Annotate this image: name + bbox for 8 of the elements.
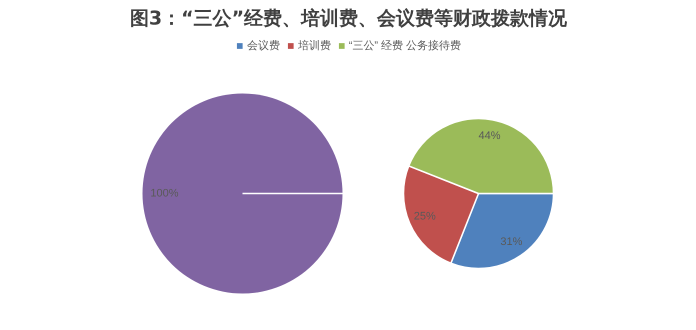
data-label: 25% xyxy=(414,210,436,223)
legend-label: “三公” 经费 公务接待费 xyxy=(348,38,462,53)
legend-label: 培训费 xyxy=(298,38,331,53)
data-label: 31% xyxy=(500,236,523,248)
chart-title: 图3：“三公”经费、培训费、会议费等财政拨款情况 xyxy=(130,8,568,30)
legend-label: 会议费 xyxy=(246,39,280,53)
data-label: 100% xyxy=(150,188,179,200)
data-label: 44% xyxy=(478,130,501,142)
